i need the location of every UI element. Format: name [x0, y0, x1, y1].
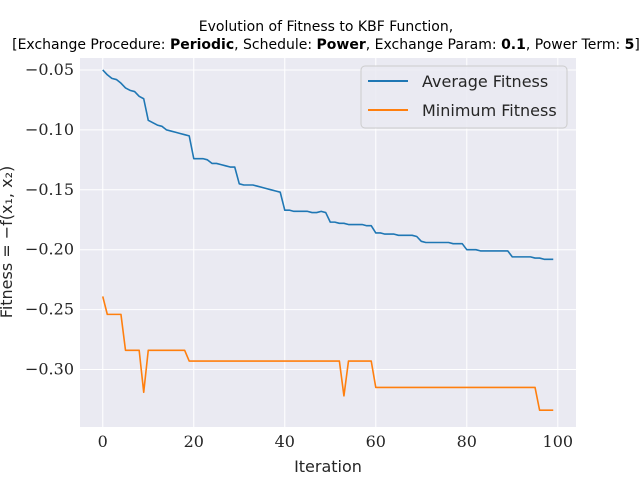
legend: Average Fitness Minimum Fitness [360, 65, 568, 129]
title-part: , Schedule: [234, 37, 316, 53]
tick-labels: 0 20 40 60 80 100 −0.05 −0.10 −0.15 −0.20 −0.25 −0.… [25, 60, 573, 451]
title-part: ] [634, 37, 639, 53]
title-bold-part: 5 [625, 37, 635, 53]
y-tick-label: −0.15 [25, 180, 74, 199]
title-bold-part: Power [317, 37, 366, 53]
legend-box [360, 65, 568, 129]
y-tick-label: −0.05 [25, 60, 74, 79]
legend-label-minimum: Minimum Fitness [422, 101, 557, 120]
title-bold-part: 0.1 [501, 37, 526, 53]
chart-title-line1: Evolution of Fitness to KBF Function, [199, 19, 453, 35]
x-tick-label: 20 [184, 432, 204, 451]
chart-title-line2: [Exchange Procedure: Periodic, Schedule:… [12, 37, 640, 53]
y-axis-label: Fitness = −f(x₁, x₂) [0, 166, 16, 318]
x-axis-label: Iteration [294, 457, 362, 476]
y-tick-label: −0.30 [25, 359, 74, 378]
title-part: , Power Term: [526, 37, 625, 53]
x-tick-label: 100 [543, 432, 574, 451]
x-tick-label: 0 [98, 432, 108, 451]
x-tick-label: 40 [275, 432, 295, 451]
x-tick-label: 60 [366, 432, 386, 451]
y-tick-label: −0.25 [25, 300, 74, 319]
y-tick-label: −0.20 [25, 240, 74, 259]
legend-label-average: Average Fitness [422, 72, 548, 91]
title-part: [Exchange Procedure: [12, 37, 170, 53]
minimum-fitness-line [101, 296, 554, 412]
x-tick-label: 80 [457, 432, 477, 451]
title-part: , Exchange Param: [366, 37, 501, 53]
y-tick-label: −0.10 [25, 120, 74, 139]
average-fitness-line [102, 69, 554, 261]
series-lines [101, 69, 554, 412]
title-bold-part: Periodic [170, 37, 234, 53]
